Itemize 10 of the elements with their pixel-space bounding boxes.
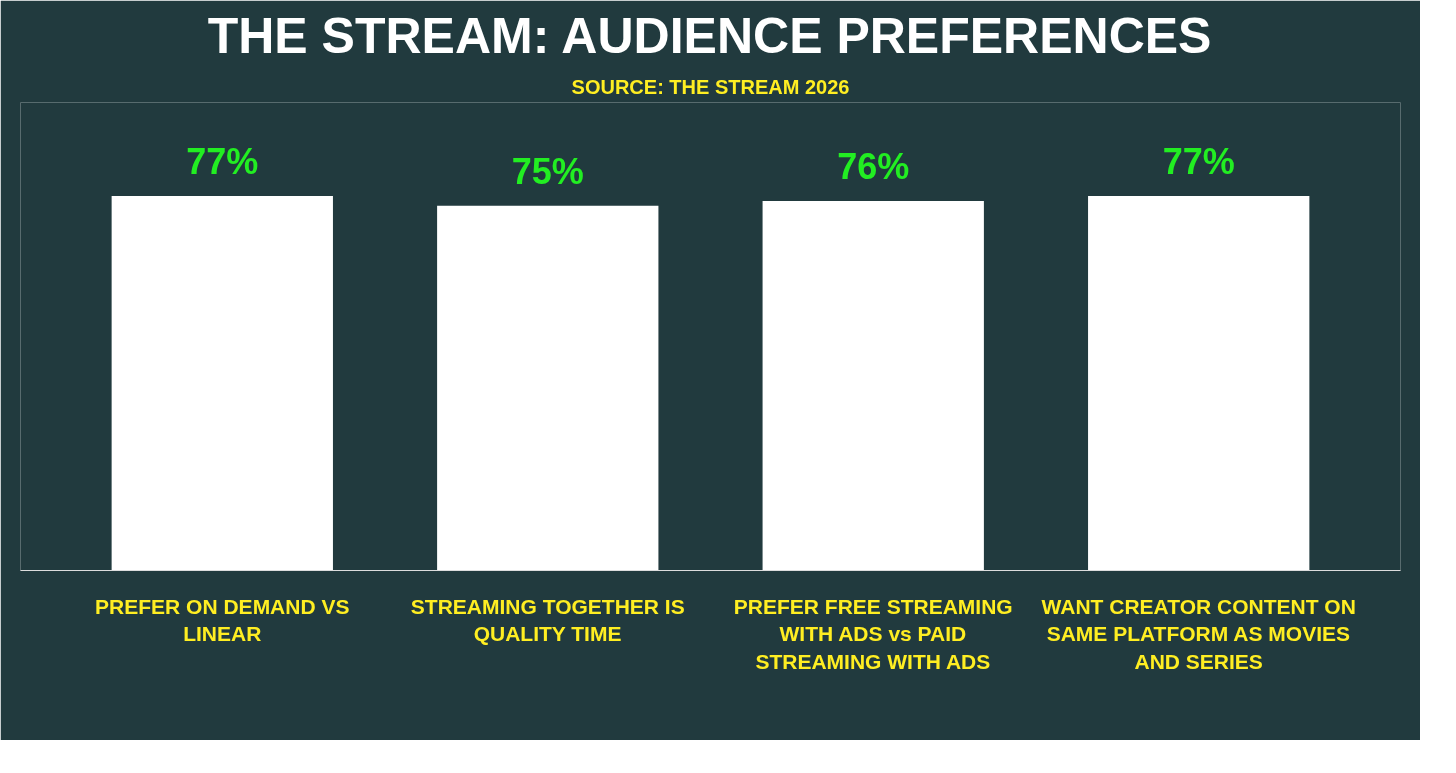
x-tick-label: WANT CREATOR CONTENT ON SAME PLATFORM AS MOVIES AND SERIES: [1041, 594, 1356, 673]
chart-title: THE STREAM: AUDIENCE PREFERENCES: [207, 7, 1212, 64]
data-label: 77%: [1162, 141, 1235, 183]
x-tick-label: PREFER FREE STREAMING WITH ADS vs PAID STREAMING WITH ADS: [733, 594, 1013, 673]
x-tick-label: STREAMING TOGETHER IS QUALITY TIME: [410, 594, 685, 646]
x-tick-label: PREFER ON DEMAND VS LINEAR: [95, 594, 350, 646]
chart-subtitle: SOURCE: THE STREAM 2026: [571, 75, 850, 98]
data-label: 77%: [186, 141, 259, 183]
data-label: 76%: [837, 145, 910, 187]
data-label: 75%: [511, 150, 584, 192]
